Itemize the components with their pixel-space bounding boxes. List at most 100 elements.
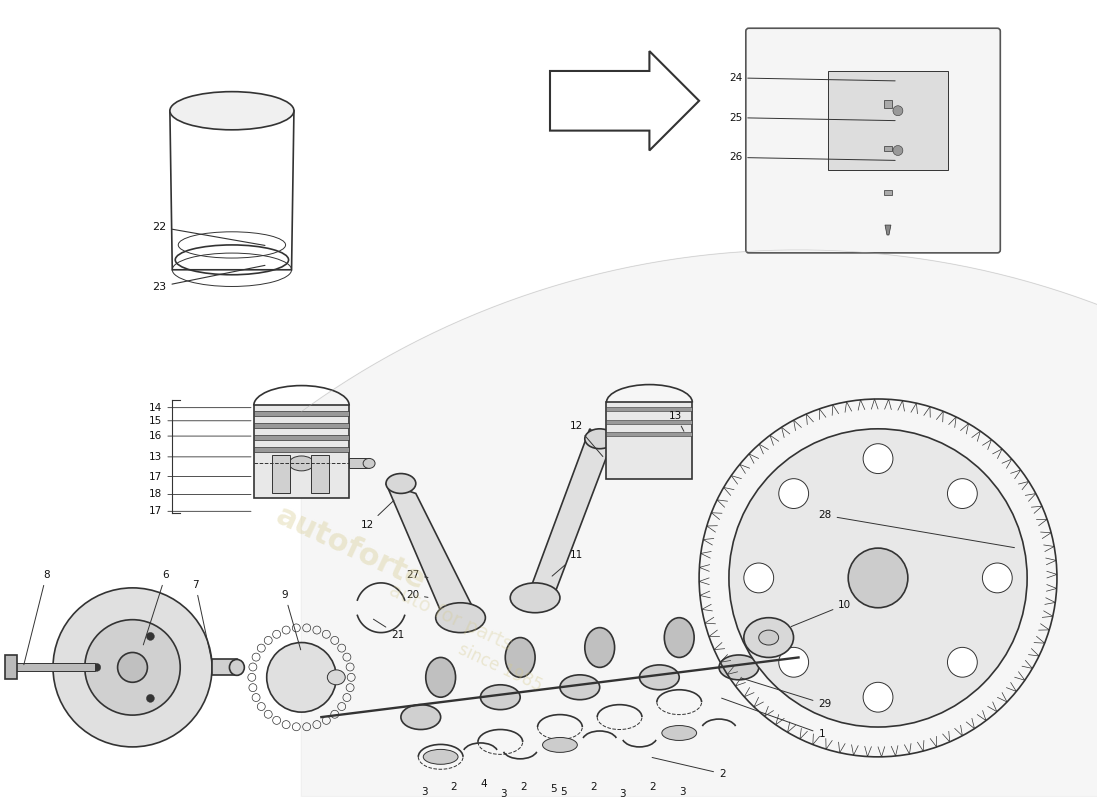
Ellipse shape	[560, 675, 600, 700]
Text: 18: 18	[150, 490, 251, 499]
Text: 3: 3	[679, 786, 685, 797]
Text: 6: 6	[143, 570, 169, 645]
Ellipse shape	[510, 583, 560, 613]
Ellipse shape	[328, 670, 345, 685]
Ellipse shape	[664, 618, 694, 658]
Polygon shape	[550, 51, 700, 150]
Ellipse shape	[426, 658, 455, 698]
Polygon shape	[525, 429, 609, 602]
Bar	[349, 458, 370, 468]
Bar	[212, 659, 236, 675]
Text: 5: 5	[560, 786, 566, 797]
Polygon shape	[886, 225, 891, 235]
Polygon shape	[828, 71, 947, 170]
Ellipse shape	[542, 738, 578, 752]
Circle shape	[779, 478, 808, 509]
Text: 7: 7	[192, 580, 211, 660]
Text: 2: 2	[652, 758, 726, 778]
Polygon shape	[386, 483, 475, 622]
Text: 2: 2	[520, 782, 527, 792]
Bar	[884, 100, 892, 108]
Circle shape	[947, 478, 977, 509]
Circle shape	[893, 106, 903, 116]
Text: 16: 16	[150, 431, 251, 441]
Text: 2: 2	[649, 782, 656, 792]
Circle shape	[947, 647, 977, 677]
Text: 5: 5	[550, 784, 557, 794]
Text: 14: 14	[150, 402, 251, 413]
Text: 3: 3	[500, 789, 507, 798]
Text: 28: 28	[818, 510, 1014, 548]
Text: 3: 3	[619, 789, 626, 798]
Ellipse shape	[230, 659, 244, 675]
Circle shape	[92, 663, 101, 671]
Circle shape	[779, 647, 808, 677]
Text: 22: 22	[153, 222, 265, 246]
Polygon shape	[606, 402, 692, 478]
Text: 11: 11	[552, 550, 583, 576]
Text: 2: 2	[590, 782, 596, 792]
Text: 1: 1	[722, 698, 825, 739]
Ellipse shape	[719, 655, 759, 680]
Circle shape	[848, 548, 908, 608]
Circle shape	[146, 694, 154, 702]
Circle shape	[729, 429, 1027, 727]
Text: 9: 9	[282, 590, 300, 650]
Ellipse shape	[289, 456, 314, 471]
Text: 27: 27	[406, 570, 428, 580]
Polygon shape	[254, 406, 349, 498]
Ellipse shape	[424, 750, 458, 764]
Circle shape	[266, 642, 337, 712]
Text: since 1985: since 1985	[455, 640, 546, 694]
Circle shape	[118, 653, 147, 682]
Text: 23: 23	[153, 266, 265, 292]
Text: 12: 12	[570, 421, 603, 457]
Circle shape	[146, 633, 154, 640]
Circle shape	[85, 620, 180, 715]
Text: 4: 4	[481, 778, 487, 789]
Bar	[254, 434, 349, 440]
Text: auto for parts: auto for parts	[386, 581, 515, 654]
Text: autoforte: autoforte	[272, 501, 431, 595]
Ellipse shape	[505, 638, 535, 678]
Ellipse shape	[585, 429, 615, 449]
Bar	[6, 655, 18, 679]
Text: 26: 26	[729, 153, 895, 162]
Ellipse shape	[662, 726, 696, 741]
Bar	[13, 663, 95, 671]
Circle shape	[864, 682, 893, 712]
Circle shape	[864, 444, 893, 474]
Text: 3: 3	[421, 786, 428, 797]
Bar	[254, 446, 349, 452]
Text: 29: 29	[741, 678, 832, 709]
Ellipse shape	[386, 474, 416, 494]
FancyBboxPatch shape	[746, 28, 1000, 253]
Ellipse shape	[481, 685, 520, 710]
Text: 2: 2	[451, 782, 458, 792]
Text: 10: 10	[791, 600, 851, 626]
Bar	[272, 455, 289, 494]
Circle shape	[982, 563, 1012, 593]
Ellipse shape	[744, 618, 793, 658]
Text: 13: 13	[150, 452, 251, 462]
Ellipse shape	[585, 628, 615, 667]
Bar	[884, 146, 892, 151]
Circle shape	[744, 563, 773, 593]
Bar	[254, 422, 349, 428]
Text: 21: 21	[373, 619, 404, 639]
Bar	[606, 420, 692, 424]
Bar	[606, 406, 692, 410]
Circle shape	[893, 146, 903, 155]
Ellipse shape	[169, 92, 294, 130]
Text: 13: 13	[669, 411, 684, 431]
Ellipse shape	[639, 665, 679, 690]
Text: 15: 15	[150, 416, 251, 426]
Text: 17: 17	[150, 506, 251, 516]
Text: 8: 8	[24, 570, 50, 665]
Ellipse shape	[759, 630, 779, 645]
Bar	[884, 190, 892, 195]
Ellipse shape	[436, 602, 485, 633]
Text: 17: 17	[150, 471, 251, 482]
Text: 12: 12	[361, 500, 394, 530]
Text: 20: 20	[406, 590, 428, 600]
